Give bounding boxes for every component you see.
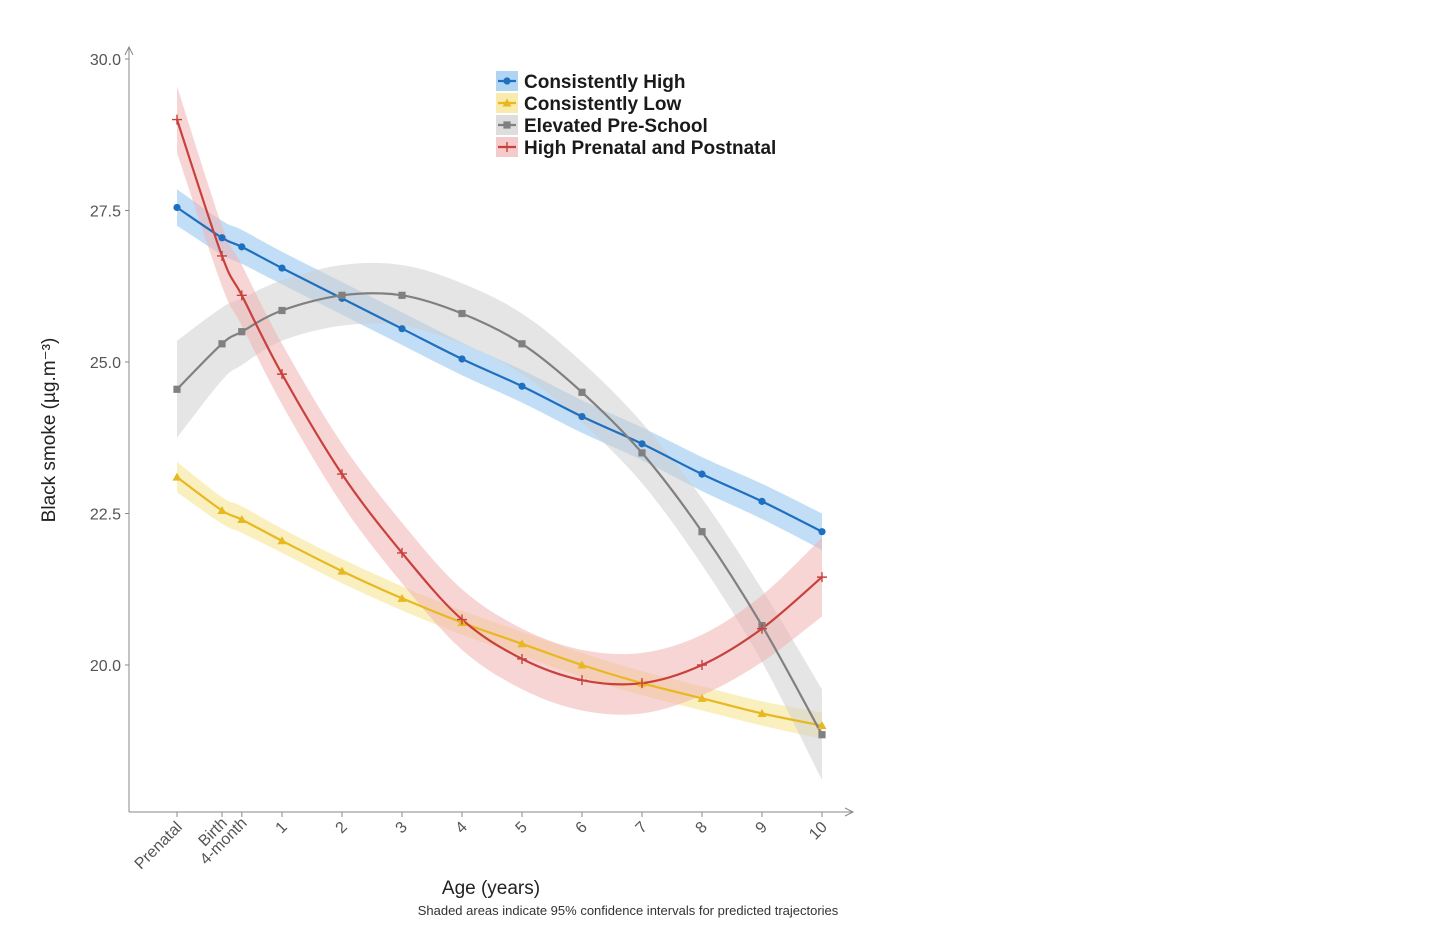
point-elevated-pre-school [818, 731, 826, 739]
point-high-prenatal-and-postnatal [236, 290, 247, 301]
y-ticks: 20.0 22.5 25.0 27.5 30.0 [90, 52, 129, 675]
point-elevated-pre-school [173, 385, 181, 393]
y-tick-label: 25.0 [90, 355, 121, 372]
series-markers [172, 114, 827, 739]
point-consistently-low [172, 472, 182, 481]
point-high-prenatal-and-postnatal [397, 547, 407, 558]
point-consistently-low [757, 708, 767, 717]
point-consistently-high [698, 470, 706, 478]
point-high-prenatal-and-postnatal [577, 675, 587, 686]
point-consistently-low [217, 505, 227, 514]
point-consistently-high [173, 203, 181, 212]
point-elevated-pre-school [238, 328, 246, 336]
x-tick-label: 8 [693, 819, 711, 837]
y-tick-label: 27.5 [90, 204, 121, 221]
point-consistently-high [238, 243, 246, 251]
legend-marker [502, 142, 512, 152]
x-tick-label: 6 [573, 819, 591, 837]
y-axis-title: Black smoke (µg.m⁻³) [39, 338, 60, 523]
line-consistently-low [176, 476, 823, 727]
point-high-prenatal-and-postnatal [217, 250, 227, 261]
x-tick-label: 9 [753, 819, 771, 837]
legend-label: Consistently Low [524, 94, 682, 115]
ci-band-consistently-low [177, 462, 822, 739]
point-high-prenatal-and-postnatal [757, 623, 767, 634]
point-consistently-low [277, 536, 287, 545]
legend-label: Elevated Pre-School [524, 116, 708, 137]
point-elevated-pre-school [398, 291, 406, 299]
point-high-prenatal-and-postnatal [277, 369, 287, 380]
confidence-bands [177, 86, 822, 781]
legend-marker [503, 77, 511, 85]
y-tick-label: 30.0 [90, 52, 121, 69]
point-consistently-high [638, 440, 646, 448]
point-consistently-high [278, 264, 286, 272]
x-tick-label: Prenatal [132, 819, 186, 873]
x-tick-label: 4 [453, 819, 471, 837]
y-axis-arrow [124, 45, 134, 56]
x-tick-label: 7 [633, 819, 651, 837]
point-consistently-low [337, 566, 347, 575]
point-consistently-high [398, 325, 406, 333]
legend-marker [503, 121, 511, 129]
legend-marker [502, 98, 512, 107]
point-high-prenatal-and-postnatal [517, 653, 527, 664]
point-high-prenatal-and-postnatal [457, 614, 467, 625]
legend-label: Consistently High [524, 72, 686, 93]
footnote: Shaded areas indicate 95% confidence int… [418, 903, 839, 918]
point-high-prenatal-and-postnatal [637, 678, 647, 689]
point-consistently-high [578, 412, 586, 421]
point-high-prenatal-and-postnatal [172, 114, 182, 125]
x-tick-label: 5 [513, 819, 531, 837]
x-axis-title: Age (years) [442, 878, 540, 899]
legend-item-consistently-low: Consistently Low [496, 93, 682, 115]
point-elevated-pre-school [578, 388, 586, 396]
point-elevated-pre-school [218, 340, 226, 348]
point-high-prenatal-and-postnatal [817, 572, 827, 583]
point-elevated-pre-school [518, 340, 526, 348]
point-consistently-low [237, 515, 247, 524]
point-high-prenatal-and-postnatal [697, 660, 707, 670]
point-consistently-high [458, 355, 466, 363]
ci-band-high-prenatal-and-postnatal [177, 86, 822, 715]
y-tick-label: 22.5 [90, 507, 121, 524]
legend-item-elevated-pre-school: Elevated Pre-School [496, 115, 708, 137]
point-elevated-pre-school [458, 309, 466, 318]
point-consistently-high [218, 234, 226, 242]
point-consistently-high [758, 497, 766, 505]
x-tick-label: 2 [333, 819, 351, 837]
legend-item-consistently-high: Consistently High [496, 71, 686, 93]
point-elevated-pre-school [278, 306, 286, 315]
point-consistently-high [818, 528, 826, 536]
point-consistently-high [518, 382, 526, 390]
axes [124, 45, 855, 817]
point-elevated-pre-school [698, 528, 706, 536]
x-tick-label: 1 [273, 819, 291, 837]
legend-item-high-prenatal-and-postnatal: High Prenatal and Postnatal [496, 137, 776, 159]
x-tick-label: 10 [806, 819, 831, 844]
point-elevated-pre-school [338, 291, 346, 299]
point-high-prenatal-and-postnatal [337, 469, 347, 480]
point-consistently-low [817, 721, 827, 730]
legend-label: High Prenatal and Postnatal [524, 138, 776, 159]
point-elevated-pre-school [638, 449, 646, 457]
point-consistently-low [697, 693, 707, 702]
point-consistently-low [517, 639, 527, 648]
x-tick-label: 3 [393, 819, 411, 837]
point-consistently-low [577, 660, 587, 669]
point-consistently-low [397, 593, 407, 602]
y-tick-label: 20.0 [90, 658, 121, 675]
x-axis-arrow [844, 807, 855, 817]
